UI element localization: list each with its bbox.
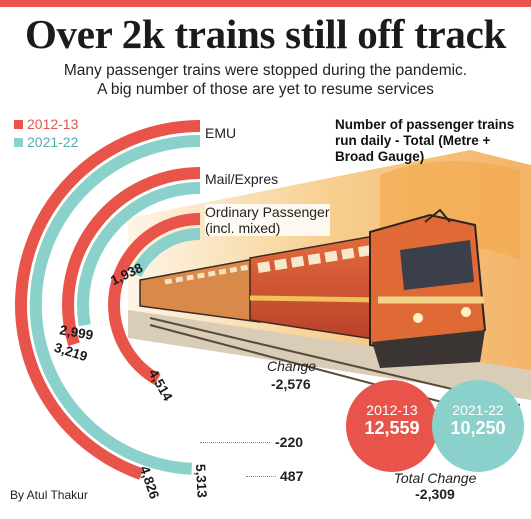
legend-swatch-2021-22 [14,137,23,147]
leader-line-emu [246,476,276,477]
change-emu: 487 [280,468,304,484]
total-value-2021-22: 10,250 [450,418,506,438]
total-value-2012-13: 12,559 [364,418,420,438]
category-label-ordinary-passenger: Ordinary Passenger (incl. mixed) [205,204,330,236]
top-accent-bar [0,0,531,7]
byline: By Atul Thakur [10,488,88,502]
total-circle-2012-13: 2012-13 12,559 [346,380,438,472]
arc-emu-2021-22 [29,135,201,475]
total-change-label: Total Change [393,470,477,486]
legend-item-2021-22: 2021-22 [14,134,78,150]
category-label-mail-express: Mail/Expres [205,171,279,187]
legend-swatch-2012-13 [14,119,23,129]
change-ordinary: -2,576 [271,376,311,392]
arc-group [15,120,201,480]
chart-note: Number of passenger trains run daily - T… [335,117,515,164]
subtitle-line-2: A big number of those are yet to resume … [97,81,434,98]
total-year-2012-13: 2012-13 [366,402,418,418]
value-label-emu-2021-22: 5,313 [193,464,210,499]
value-label-mail-express-2012-13: 3,219 [53,340,90,364]
total-circle-2021-22: 2021-22 10,250 [432,380,524,472]
subtitle-line-1: Many passenger trains were stopped durin… [63,62,468,79]
page-title: Over 2k trains still off track [24,11,507,57]
arc-ordinary-2012-13 [108,213,201,386]
change-mail-express: -220 [275,434,304,450]
train-illustration [128,150,531,421]
total-change-value: -2,309 [415,486,455,502]
total-change: Total Change -2,309 [380,470,490,502]
arc-mail-express-2021-22 [77,182,201,327]
arc-ordinary-2021-22 [130,228,201,278]
legend-label-2021-22: 2021-22 [27,134,79,150]
value-label-mail-express-2021-22: 2,999 [58,322,94,343]
category-label-emu: EMU [205,125,237,141]
arc-mail-express-2012-13 [62,167,201,347]
value-label-ordinary-2012-13: 4,514 [146,367,176,404]
legend-item-2012-13: 2012-13 [14,116,78,132]
legend-label-2012-13: 2012-13 [27,116,79,132]
arc-emu-2012-13 [15,120,201,480]
total-year-2021-22: 2021-22 [452,402,504,418]
leader-line-mail [200,442,270,443]
change-heading: Change [267,358,317,374]
